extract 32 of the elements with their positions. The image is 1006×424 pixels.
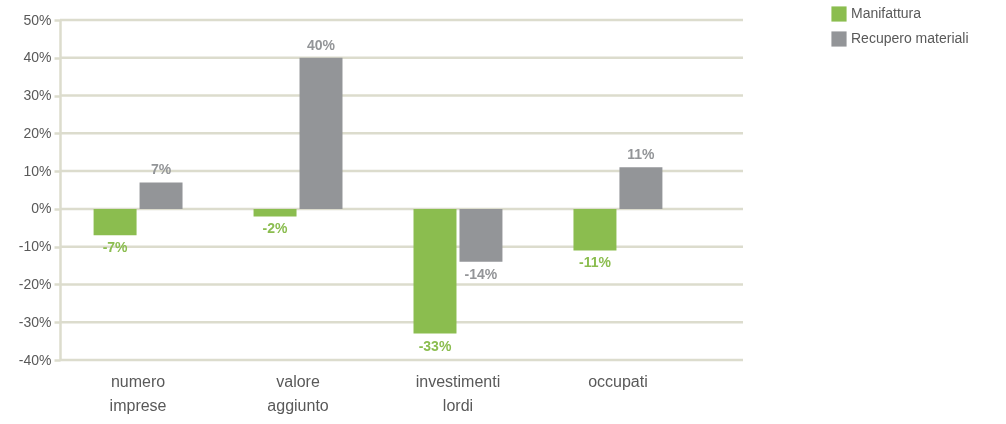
- y-tick-label: -40%: [18, 351, 52, 368]
- y-tick-label: -20%: [18, 275, 52, 292]
- y-tick-label: 10%: [23, 162, 52, 179]
- y-tick-label: 40%: [23, 49, 52, 66]
- legend-label: Recupero materiali: [851, 30, 969, 46]
- y-tick-label: -30%: [18, 313, 52, 330]
- x-tick-label: occupati: [588, 372, 648, 390]
- bar: [299, 57, 343, 209]
- data-label: -33%: [418, 337, 452, 354]
- x-tick-label: investimenti lordi: [415, 372, 501, 414]
- bar: [459, 208, 503, 262]
- y-tick-label: 30%: [23, 87, 52, 104]
- bar: [139, 182, 183, 209]
- bar: [413, 208, 457, 334]
- data-label: -2%: [262, 220, 289, 237]
- y-tick-label: 50%: [23, 11, 52, 28]
- bar: [253, 208, 297, 217]
- y-tick-label: 0%: [31, 200, 52, 217]
- bar: [573, 208, 617, 251]
- data-label: 40%: [306, 36, 336, 53]
- y-tick-label: -10%: [18, 238, 52, 255]
- x-tick-label: valore aggiunto: [267, 372, 329, 414]
- bar: [93, 208, 137, 236]
- data-label: 11%: [627, 146, 656, 163]
- data-label: 7%: [150, 161, 172, 178]
- y-tick-label: 20%: [23, 124, 52, 141]
- x-tick-label: numero imprese: [109, 372, 167, 414]
- legend-label: Manifattura: [851, 5, 922, 21]
- bar: [619, 167, 663, 209]
- data-label: -11%: [579, 254, 612, 271]
- data-label: -7%: [102, 239, 129, 256]
- data-label: -14%: [464, 265, 498, 282]
